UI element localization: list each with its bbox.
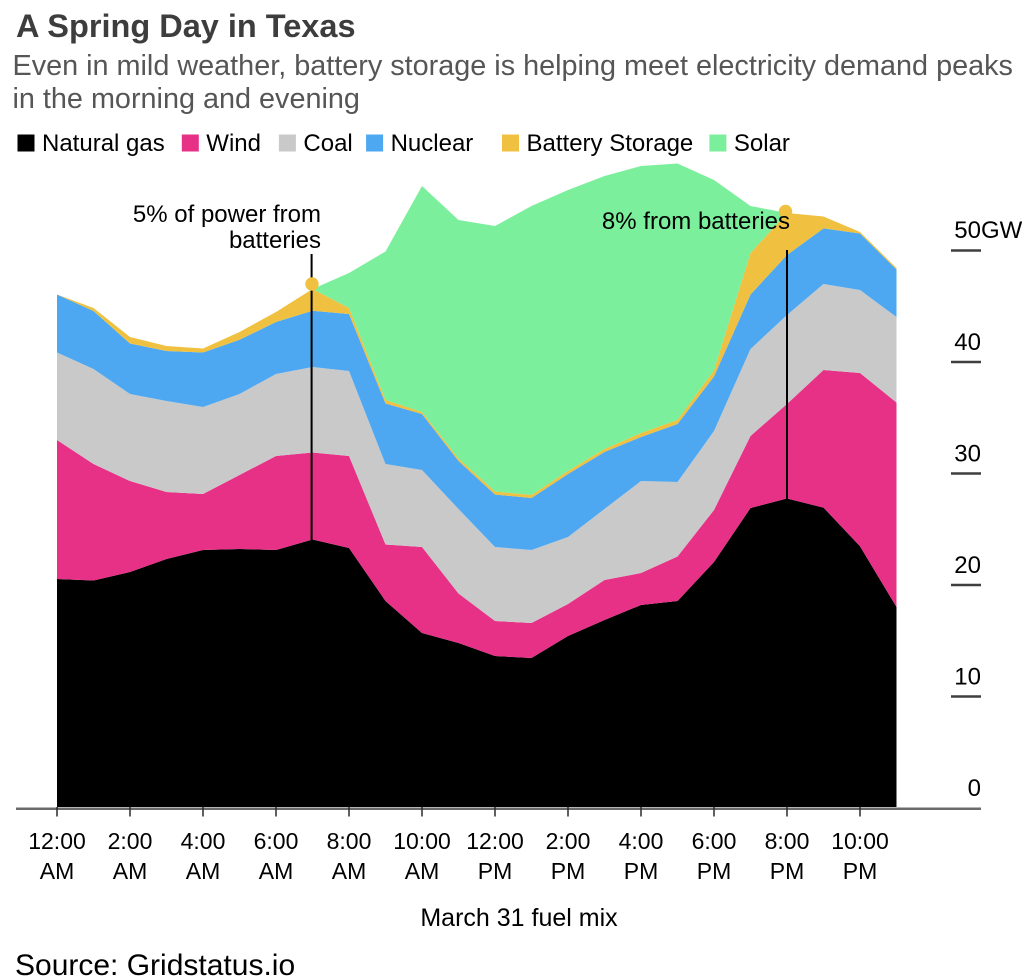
svg-text:40: 40: [954, 329, 981, 356]
svg-text:4:00: 4:00: [181, 828, 226, 854]
svg-text:AM: AM: [40, 858, 75, 884]
svg-text:8% from batteries: 8% from batteries: [602, 208, 790, 235]
svg-text:Wind: Wind: [206, 130, 261, 157]
svg-text:AM: AM: [186, 858, 221, 884]
svg-text:GW: GW: [981, 217, 1023, 244]
svg-text:30: 30: [954, 441, 981, 468]
svg-text:20: 20: [954, 552, 981, 579]
svg-text:in the morning and evening: in the morning and evening: [13, 83, 360, 115]
svg-text:AM: AM: [259, 858, 294, 884]
svg-text:8:00: 8:00: [765, 828, 810, 854]
svg-text:12:00: 12:00: [466, 828, 524, 854]
svg-text:10:00: 10:00: [831, 828, 889, 854]
svg-text:A Spring Day in Texas: A Spring Day in Texas: [16, 8, 356, 44]
svg-text:AM: AM: [405, 858, 440, 884]
svg-text:batteries: batteries: [229, 227, 321, 254]
svg-text:PM: PM: [551, 858, 586, 884]
svg-text:4:00: 4:00: [619, 828, 664, 854]
svg-text:10: 10: [954, 664, 981, 691]
svg-text:PM: PM: [624, 858, 659, 884]
svg-text:2:00: 2:00: [108, 828, 153, 854]
svg-text:Even in mild weather, battery: Even in mild weather, battery storage is…: [13, 50, 1013, 82]
svg-text:PM: PM: [697, 858, 732, 884]
svg-text:10:00: 10:00: [393, 828, 451, 854]
svg-text:March 31 fuel mix: March 31 fuel mix: [420, 904, 618, 932]
svg-text:PM: PM: [478, 858, 513, 884]
svg-text:Coal: Coal: [303, 130, 352, 157]
svg-text:AM: AM: [332, 858, 367, 884]
svg-text:8:00: 8:00: [327, 828, 372, 854]
svg-text:PM: PM: [770, 858, 805, 884]
svg-text:Natural gas: Natural gas: [42, 130, 165, 157]
svg-text:Source: Gridstatus.io: Source: Gridstatus.io: [15, 949, 295, 980]
svg-text:0: 0: [968, 775, 981, 802]
svg-text:Battery Storage: Battery Storage: [527, 130, 694, 157]
svg-text:AM: AM: [113, 858, 148, 884]
svg-text:2:00: 2:00: [546, 828, 591, 854]
svg-text:50: 50: [954, 217, 981, 244]
svg-text:12:00: 12:00: [28, 828, 86, 854]
svg-text:5% of power from: 5% of power from: [133, 201, 321, 228]
svg-text:PM: PM: [843, 858, 878, 884]
svg-text:6:00: 6:00: [692, 828, 737, 854]
svg-text:Solar: Solar: [734, 130, 790, 157]
svg-text:Nuclear: Nuclear: [391, 130, 474, 157]
svg-text:6:00: 6:00: [254, 828, 299, 854]
